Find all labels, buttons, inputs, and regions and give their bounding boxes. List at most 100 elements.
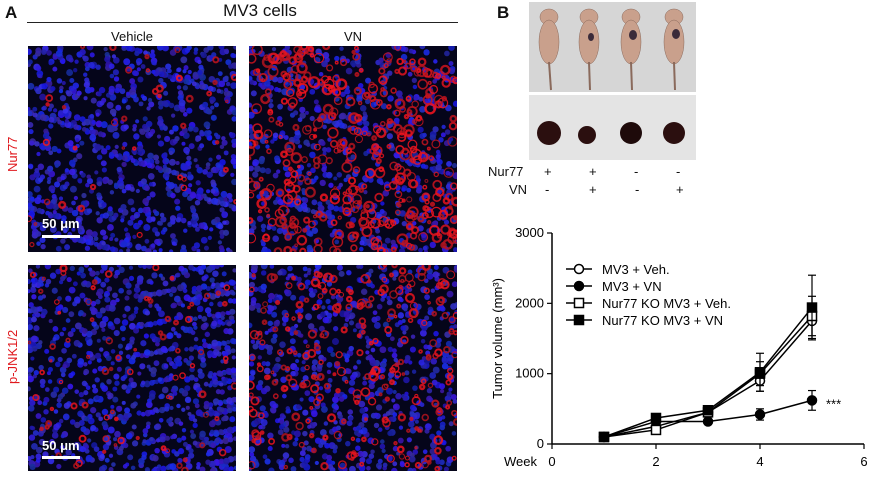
nucleus-dot bbox=[319, 429, 327, 436]
nucleus-dot bbox=[141, 454, 147, 460]
stain-dot bbox=[400, 335, 409, 345]
nucleus-dot bbox=[231, 143, 236, 148]
nucleus-dot bbox=[220, 315, 225, 320]
nucleus-dot bbox=[154, 423, 162, 430]
nucleus-dot bbox=[266, 349, 273, 355]
nucleus-dot bbox=[104, 424, 109, 429]
nucleus-dot bbox=[55, 305, 62, 312]
nucleus-dot bbox=[272, 235, 279, 242]
stain-dot bbox=[144, 53, 150, 60]
nucleus-dot bbox=[87, 398, 94, 405]
nucleus-dot bbox=[301, 460, 309, 468]
nucleus-dot bbox=[167, 74, 173, 80]
stain-dot bbox=[379, 88, 389, 98]
nucleus-dot bbox=[444, 129, 451, 135]
nucleus-dot bbox=[39, 113, 47, 121]
nucleus-dot bbox=[419, 46, 426, 50]
nucleus-dot bbox=[367, 437, 375, 444]
stain-dot bbox=[104, 270, 113, 278]
nucleus-dot bbox=[221, 136, 226, 141]
nucleus-dot bbox=[206, 108, 213, 115]
stain-dot bbox=[249, 380, 255, 391]
stain-dot bbox=[350, 451, 358, 459]
stain-dot bbox=[212, 56, 220, 64]
nucleus-dot bbox=[452, 399, 457, 404]
nucleus-dot bbox=[333, 404, 339, 410]
nucleus-dot bbox=[349, 465, 356, 471]
stain-dot bbox=[352, 52, 361, 61]
stain-dot bbox=[222, 166, 229, 173]
nucleus-dot bbox=[93, 236, 99, 241]
nucleus-dot bbox=[52, 326, 59, 332]
stain-dot bbox=[375, 99, 383, 107]
nucleus-dot bbox=[299, 112, 306, 119]
nucleus-dot bbox=[209, 99, 214, 104]
nucleus-dot bbox=[230, 172, 235, 178]
nucleus-dot bbox=[30, 287, 37, 294]
stain-dot bbox=[426, 146, 431, 151]
nucleus-dot bbox=[188, 143, 195, 150]
nucleus-dot bbox=[203, 400, 210, 407]
stain-dot bbox=[258, 72, 268, 83]
stain-dot bbox=[353, 86, 362, 95]
nucleus-dot bbox=[144, 409, 152, 417]
nucleus-dot bbox=[168, 150, 174, 156]
nucleus-dot bbox=[129, 186, 135, 192]
nucleus-dot bbox=[170, 435, 175, 440]
stain-dot bbox=[300, 75, 309, 84]
stain-dot bbox=[327, 127, 339, 139]
nucleus-dot bbox=[174, 451, 180, 457]
nucleus-dot bbox=[116, 366, 122, 372]
nucleus-dot bbox=[136, 410, 142, 416]
nucleus-dot bbox=[330, 295, 336, 300]
nucleus-dot bbox=[250, 90, 257, 97]
nucleus-dot bbox=[360, 288, 368, 295]
stain-dot bbox=[315, 393, 324, 402]
nucleus-dot bbox=[268, 292, 275, 300]
stain-dot bbox=[404, 129, 413, 138]
stain-dot bbox=[113, 416, 119, 422]
nucleus-dot bbox=[440, 389, 445, 394]
nucleus-dot bbox=[217, 429, 224, 435]
stain-dot bbox=[350, 244, 358, 252]
stain-dot bbox=[275, 120, 281, 126]
genotype-cell: - bbox=[635, 182, 640, 197]
stain-dot bbox=[364, 417, 368, 421]
nucleus-dot bbox=[142, 439, 147, 444]
nucleus-dot bbox=[74, 389, 80, 394]
stain-dot bbox=[329, 246, 338, 252]
nucleus-dot bbox=[121, 336, 126, 342]
nucleus-dot bbox=[332, 426, 339, 433]
nucleus-dot bbox=[200, 357, 206, 363]
nucleus-dot bbox=[119, 445, 124, 451]
nucleus-dot bbox=[217, 223, 224, 230]
nucleus-dot bbox=[69, 77, 75, 84]
stain-dot bbox=[347, 127, 352, 132]
nucleus-dot bbox=[71, 353, 77, 359]
stain-dot bbox=[72, 145, 78, 151]
stain-dot bbox=[397, 413, 406, 422]
nucleus-dot bbox=[220, 340, 227, 346]
nucleus-dot bbox=[183, 78, 190, 85]
nucleus-dot bbox=[412, 84, 418, 90]
nucleus-dot bbox=[376, 303, 383, 310]
stain-dot bbox=[345, 96, 356, 107]
nucleus-dot bbox=[99, 307, 106, 314]
stain-dot bbox=[342, 191, 347, 196]
nucleus-dot bbox=[338, 270, 345, 277]
nucleus-dot bbox=[432, 79, 438, 84]
nucleus-dot bbox=[333, 176, 338, 181]
stain-dot bbox=[369, 98, 381, 110]
nucleus-dot bbox=[334, 55, 340, 62]
stain-dot bbox=[180, 184, 188, 192]
nucleus-dot bbox=[106, 101, 114, 109]
stain-dot bbox=[175, 74, 183, 82]
nucleus-dot bbox=[64, 118, 70, 124]
stain-dot bbox=[251, 46, 263, 56]
nucleus-dot bbox=[82, 55, 89, 62]
nucleus-dot bbox=[380, 201, 385, 206]
nucleus-dot bbox=[299, 456, 305, 463]
stain-dot bbox=[396, 303, 402, 309]
nucleus-dot bbox=[34, 167, 40, 173]
